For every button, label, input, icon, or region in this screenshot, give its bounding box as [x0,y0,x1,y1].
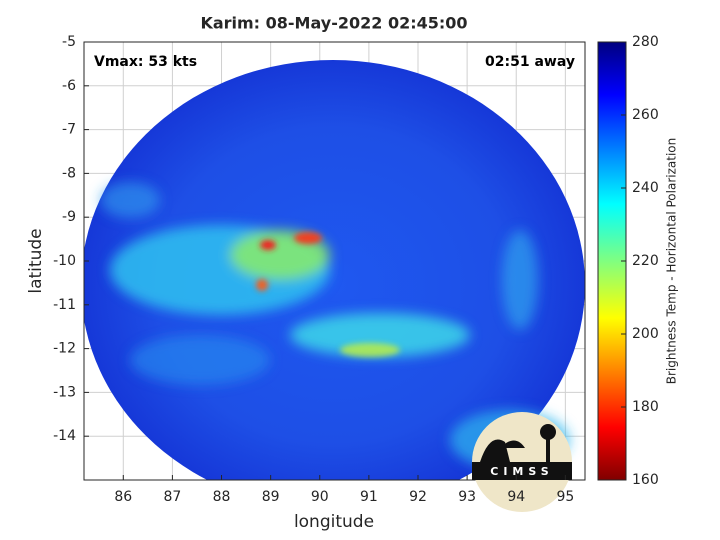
y-tick-label: -7 [62,122,76,138]
y-tick-label: -8 [62,165,76,181]
colorbar-tick-label: 220 [632,253,659,269]
y-tick-label: -5 [62,34,76,50]
y-tick-label: -14 [53,428,76,444]
x-tick-label: 90 [311,489,329,505]
colorbar-tick-label: 280 [632,34,659,50]
plot-area: CIMSS [83,41,586,512]
cimss-logo: CIMSS [472,412,572,512]
logo-text: CIMSS [490,465,553,478]
x-tick-label: 86 [114,489,132,505]
y-tick-label: -9 [62,209,76,225]
y-axis-label: latitude [26,228,46,293]
colorbar-tick-label: 200 [632,326,659,342]
x-tick-label: 89 [262,489,280,505]
y-tick-label: -13 [53,384,76,400]
y-tick-label: -12 [53,341,76,357]
x-tick-label: 93 [458,489,476,505]
x-tick-label: 92 [409,489,427,505]
x-tick-label: 95 [556,489,574,505]
colorbar-tick-label: 180 [632,399,659,415]
annotation: 02:51 away [485,54,575,70]
annotation: Vmax: 53 kts [94,54,197,70]
x-tick-label: 87 [163,489,181,505]
y-tick-label: -6 [62,78,76,94]
y-tick-label: -10 [53,253,76,269]
colorbar-tick-label: 240 [632,180,659,196]
colorbar-tick-label: 260 [632,107,659,123]
chart-title: Karim: 08-May-2022 02:45:00 [200,14,467,33]
y-tick-label: -11 [53,297,76,313]
x-tick-label: 94 [507,489,525,505]
colorbar-label: Brightness Temp - Horizontal Polarizatio… [665,138,679,385]
colorbar-tick-label: 160 [632,472,659,488]
x-tick-label: 91 [360,489,378,505]
x-tick-label: 88 [213,489,231,505]
x-axis-label: longitude [294,512,374,532]
